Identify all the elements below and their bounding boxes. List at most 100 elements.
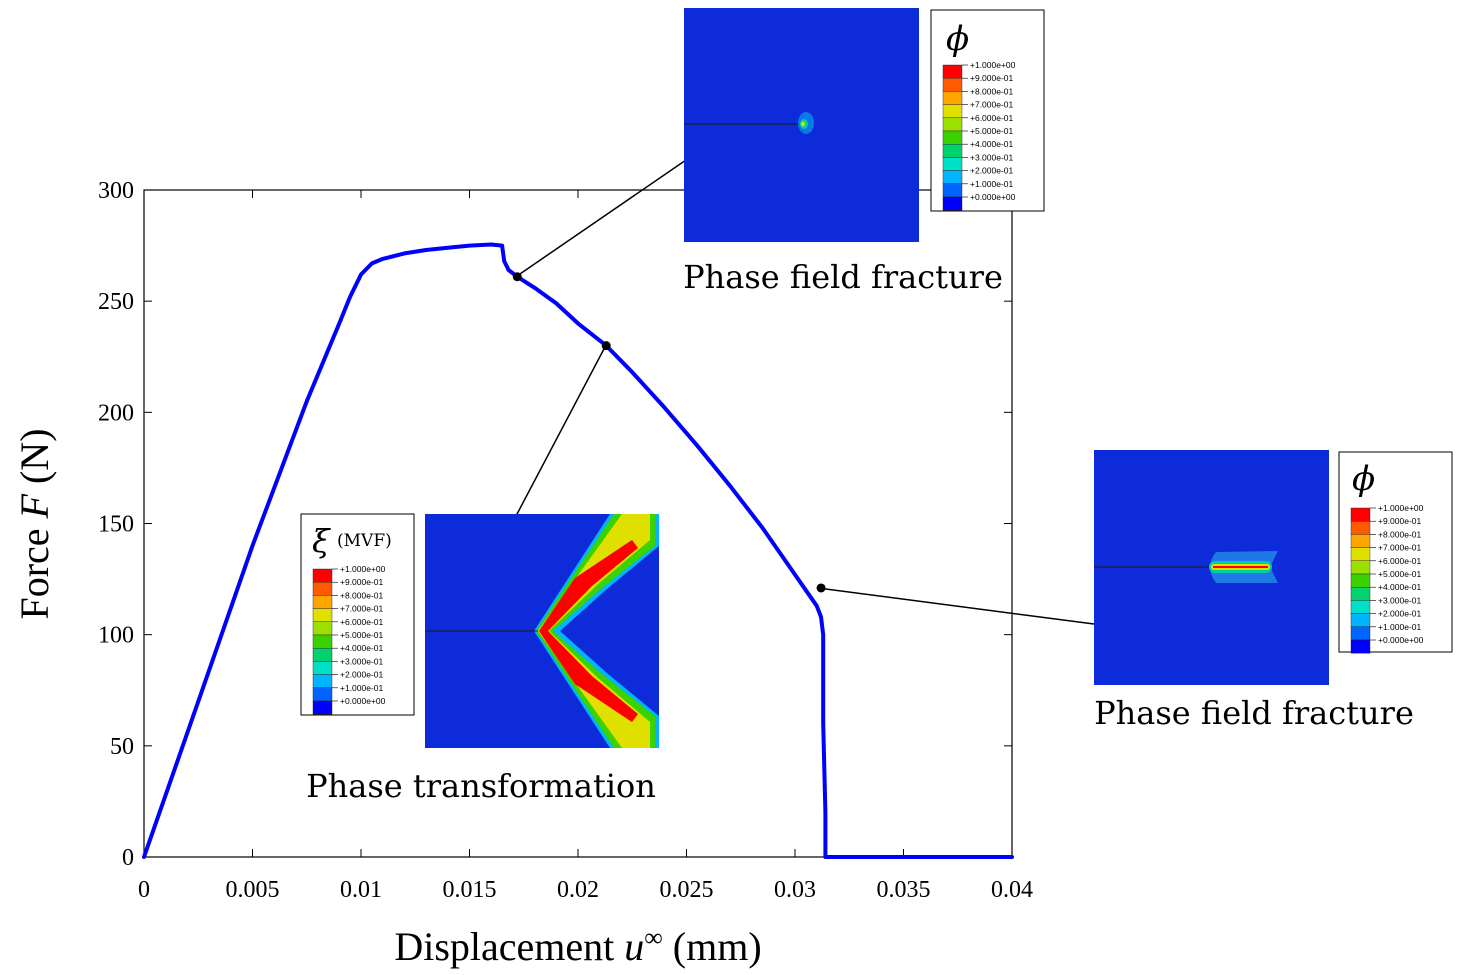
curve-marker <box>601 341 611 351</box>
colorbar-swatch <box>942 196 963 211</box>
colorbar-swatch <box>942 77 963 92</box>
colorbar-swatch <box>312 608 333 622</box>
y-tick-label: 300 <box>98 178 134 204</box>
inset-caption-right: Phase field fracture <box>1094 694 1414 732</box>
y-tick-label: 200 <box>98 400 134 426</box>
colorbar-swatch <box>942 64 963 79</box>
colorbar-label: +3.000e-01 <box>970 152 1014 162</box>
x-tick-label: 0.025 <box>660 877 714 903</box>
colorbar-label: +9.000e-01 <box>1378 516 1422 526</box>
colorbar-swatch <box>942 170 963 185</box>
inset-right-damage-core <box>1213 566 1268 568</box>
y-tick-label: 50 <box>110 734 134 760</box>
inset-top-damage-core <box>801 121 805 127</box>
x-tick-label: 0.01 <box>340 877 382 903</box>
colorbar-label: +3.000e-01 <box>1378 595 1422 605</box>
colorbar-label: +1.000e-01 <box>1378 622 1422 632</box>
colorbar-label: +3.000e-01 <box>340 656 384 666</box>
colorbar-label: +1.000e+00 <box>970 60 1016 70</box>
x-tick-label: 0.005 <box>226 877 280 903</box>
tick-group: 0 0.005 0.01 0.015 0.02 0.025 0.03 0.035 0.04 0 50… <box>98 178 1033 903</box>
colorbar-swatch <box>312 687 333 702</box>
y-tick-label: 0 <box>122 845 134 871</box>
colorbar-label: +6.000e-01 <box>970 113 1014 123</box>
x-tick-label: 0.015 <box>443 877 497 903</box>
legend-symbol-right: ϕ <box>1352 459 1375 499</box>
colorbar-label: +0.000e+00 <box>340 696 386 706</box>
colorbar-swatch <box>942 183 963 198</box>
colorbar-swatch <box>1350 560 1371 575</box>
inset-top-fracture: ϕ +1.000e+00 +9.000e-01 +8.000e-01 +7.000e-… <box>683 8 1045 296</box>
x-tick-label: 0.035 <box>877 877 931 903</box>
colorbar-swatch <box>1350 507 1371 522</box>
colorbar-label: +1.000e+00 <box>1378 503 1424 513</box>
colorbar-swatch <box>942 91 963 105</box>
legend-symbol-top: ϕ <box>946 19 969 59</box>
colorbar-label: +5.000e-01 <box>1378 569 1422 579</box>
colorbar-swatch <box>942 104 963 118</box>
colorbar-label: +1.000e-01 <box>340 683 384 693</box>
colorbar-label: +9.000e-01 <box>970 73 1014 83</box>
colorbar-swatch <box>1350 600 1371 614</box>
colorbar-label: +7.000e-01 <box>1378 543 1422 553</box>
colorbar-label: +1.000e+00 <box>340 564 386 574</box>
colorbar-label: +4.000e-01 <box>1378 582 1422 592</box>
inset-caption-top: Phase field fracture <box>683 258 1003 296</box>
curve-marker <box>816 583 826 593</box>
colorbar-swatch <box>312 648 333 662</box>
colorbar-swatch <box>1350 626 1371 641</box>
colorbar-label: +1.000e-01 <box>970 179 1014 189</box>
colorbar-swatch <box>1350 521 1371 535</box>
colorbar-label: +2.000e-01 <box>340 670 384 680</box>
y-tick-label: 250 <box>98 289 134 315</box>
colorbar-label: +7.000e-01 <box>340 604 384 614</box>
colorbar-label: +5.000e-01 <box>970 126 1014 136</box>
curve-marker <box>512 272 522 282</box>
colorbar-label: +0.000e+00 <box>1378 635 1424 645</box>
marker-group <box>512 272 826 593</box>
legend-suffix-mid: (MVF) <box>337 531 392 551</box>
colorbar-swatch <box>942 130 963 145</box>
colorbar-swatch <box>942 117 963 132</box>
y-tick-label: 150 <box>98 512 134 538</box>
colorbar-swatch <box>1350 534 1371 548</box>
colorbar-label: +2.000e-01 <box>970 166 1014 176</box>
connector-line-2 <box>515 346 606 517</box>
colorbar-label: +4.000e-01 <box>340 643 384 653</box>
colorbar-label: +2.000e-01 <box>1378 609 1422 619</box>
colorbar-label: +0.000e+00 <box>970 192 1016 202</box>
colorbar-swatch <box>942 157 963 171</box>
colorbar-swatch <box>312 634 333 649</box>
colorbar-label: +4.000e-01 <box>970 139 1014 149</box>
colorbar-swatch <box>312 661 333 675</box>
colorbar-swatch <box>1350 639 1371 654</box>
colorbar-swatch <box>312 582 333 596</box>
x-tick-label: 0.02 <box>557 877 599 903</box>
x-axis-title: Displacement u∞ (mm) <box>394 923 761 969</box>
colorbar-label: +6.000e-01 <box>1378 556 1422 566</box>
legend-symbol-mid: ξ <box>312 522 331 560</box>
colorbar-swatch <box>312 621 333 636</box>
x-tick-label: 0 <box>138 877 150 903</box>
colorbar-swatch <box>942 143 963 158</box>
colorbar-swatch <box>312 568 333 583</box>
x-tick-label: 0.03 <box>774 877 816 903</box>
colorbar-swatch <box>312 674 333 688</box>
y-axis-title: Force F (N) <box>12 428 57 619</box>
colorbar-swatch <box>312 595 333 609</box>
connector-line-3 <box>817 587 1095 625</box>
colorbar-swatch <box>1350 613 1371 627</box>
x-tick-label: 0.04 <box>991 877 1033 903</box>
inset-right-fracture: ϕ +1.000e+00 +9.000e-01 +8.000e-01 +7.000e-… <box>1094 450 1453 732</box>
colorbar-label: +5.000e-01 <box>340 630 384 640</box>
colorbar-label: +8.000e-01 <box>1378 529 1422 539</box>
transformation-band <box>534 514 659 748</box>
colorbar-swatch <box>1350 547 1371 561</box>
colorbar-label: +7.000e-01 <box>970 100 1014 110</box>
colorbar-label: +8.000e-01 <box>970 86 1014 96</box>
inset-caption-mid: Phase transformation <box>306 767 656 805</box>
colorbar-swatch <box>1350 587 1371 601</box>
colorbar-label: +9.000e-01 <box>340 577 384 587</box>
inset-transformation: ξ (MVF) +1.000e+00 +9.000e-01 +8.000e-01 +7… <box>300 513 659 805</box>
